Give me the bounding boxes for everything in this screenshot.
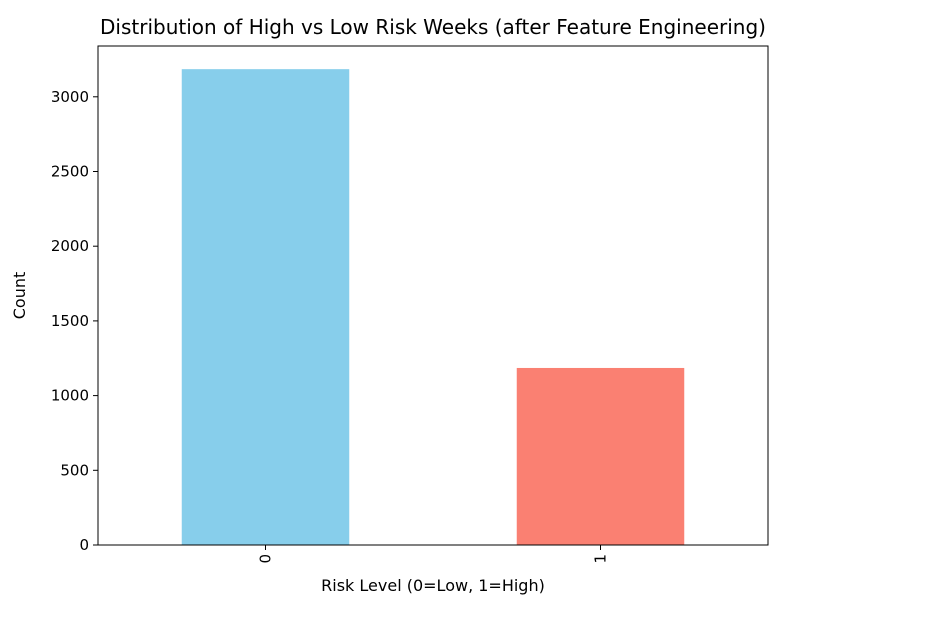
axes-frame: [97, 45, 769, 546]
y-tick-label: 1000: [51, 387, 89, 405]
y-tick-label: 2000: [51, 237, 89, 255]
x-tick-label: 1: [592, 554, 610, 564]
bar-0: [181, 69, 350, 545]
x-axis-label: Risk Level (0=Low, 1=High): [321, 576, 545, 595]
chart-title: Distribution of High vs Low Risk Weeks (…: [100, 15, 766, 39]
x-tick-label: 0: [257, 554, 275, 564]
y-axis-label: Count: [10, 272, 29, 320]
y-tick-label: 2500: [51, 162, 89, 180]
y-tick-label: 1500: [51, 312, 89, 330]
bar-1: [516, 367, 685, 545]
bars-layer: [181, 69, 685, 545]
y-tick-label: 3000: [51, 88, 89, 106]
y-tick-label: 500: [60, 461, 89, 479]
y-tick-label: 0: [79, 536, 89, 554]
y-axis-ticks: 0 500 1000 1500 2000 2500 3000: [51, 88, 98, 554]
